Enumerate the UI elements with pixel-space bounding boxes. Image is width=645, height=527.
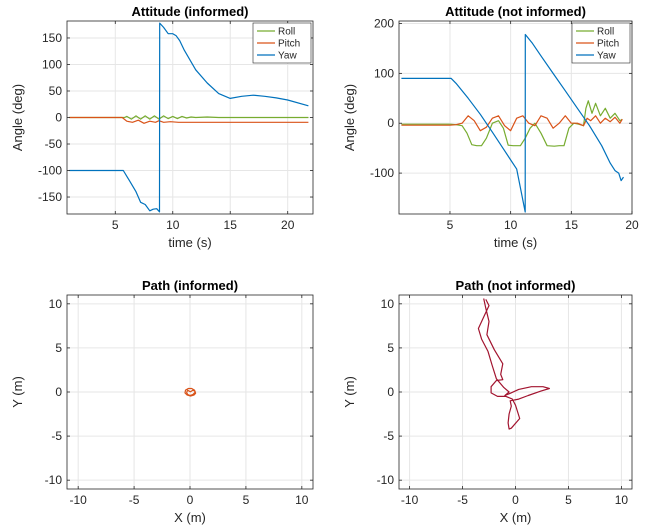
attitude-not-informed-ylabel: Angle (deg): [342, 84, 357, 151]
attitude-not-informed-title: Attitude (not informed): [445, 4, 586, 19]
path-not-informed-ytick-label: 10: [381, 297, 395, 311]
attitude-informed-ylabel: Angle (deg): [10, 84, 25, 151]
attitude-informed-xtick-label: 5: [112, 218, 119, 232]
path-informed-ytick-label: 0: [55, 385, 62, 399]
attitude-not-informed-ytick-label: 0: [387, 116, 394, 130]
path-informed-title: Path (informed): [142, 278, 238, 293]
attitude-not-informed-axes-box: [398, 20, 633, 215]
attitude-informed-chart: 5 10 15 20 -150 -100 -50 0 50 100 150 Attitude (inf…: [10, 4, 314, 250]
path-not-informed-xtick-label: 0: [512, 493, 519, 507]
attitude-informed-xtick-label: 20: [281, 218, 295, 232]
path-not-informed-ytick-label: 0: [387, 385, 394, 399]
attitude-informed-legend-label-pitch: Pitch: [278, 39, 300, 50]
path-not-informed-xlabel: X (m): [500, 510, 532, 525]
path-informed-xlabel: X (m): [174, 510, 206, 525]
attitude-informed-xlabel: time (s): [168, 235, 211, 250]
attitude-informed-ytick-label: 0: [55, 111, 62, 125]
path-not-informed-xtick-label: -10: [401, 493, 419, 507]
attitude-not-informed-xtick-label: 20: [625, 218, 639, 232]
path-not-informed-ytick-label: 5: [387, 341, 394, 355]
path-not-informed-ytick-label: -5: [383, 429, 394, 443]
attitude-not-informed-chart: 5 10 15 20 -100 0 100 200 Attitude (not informed…: [342, 4, 639, 250]
path-not-informed-xtick-label: 10: [615, 493, 629, 507]
attitude-not-informed-legend-label-yaw: Yaw: [597, 51, 616, 62]
attitude-informed-xtick-label: 10: [166, 218, 180, 232]
attitude-not-informed-ytick-label: -100: [370, 166, 394, 180]
path-not-informed-title: Path (not informed): [456, 278, 576, 293]
path-informed-xtick-label: 10: [295, 493, 309, 507]
attitude-informed-ytick-label: 50: [49, 84, 63, 98]
attitude-not-informed-series-roll-line: [401, 100, 623, 147]
attitude-informed-series-yaw-line: [69, 22, 309, 213]
path-informed-chart: -10 -5 0 5 10 -10 -5 0 5 10 Path (informed) X (m) Y …: [10, 278, 314, 525]
path-informed-ytick-label: 5: [55, 341, 62, 355]
attitude-informed-ytick-label: 150: [42, 31, 62, 45]
path-not-informed-xtick-label: 5: [565, 493, 572, 507]
path-informed-ylabel: Y (m): [10, 376, 25, 408]
attitude-not-informed-legend-label-roll: Roll: [597, 27, 614, 38]
path-informed-ytick-label: -10: [45, 473, 63, 487]
attitude-informed-legend-label-yaw: Yaw: [278, 51, 297, 62]
path-informed-ytick-label: 10: [49, 297, 63, 311]
path-not-informed-ylabel: Y (m): [342, 376, 357, 408]
path-not-informed-chart: -10 -5 0 5 10 -10 -5 0 5 10 Path (not informed) X (…: [342, 278, 633, 525]
attitude-informed-ytick-label: -50: [45, 137, 63, 151]
path-informed-xtick-label: 5: [243, 493, 250, 507]
attitude-not-informed-series-pitch-line: [401, 115, 623, 132]
path-not-informed-series-trajectory-line: [477, 298, 550, 430]
attitude-not-informed-xtick-label: 10: [504, 218, 518, 232]
attitude-not-informed-xtick-label: 5: [447, 218, 454, 232]
attitude-not-informed-series-yaw-line: [401, 33, 624, 213]
path-informed-xtick-label: -10: [70, 493, 88, 507]
attitude-informed-ytick-label: -150: [38, 190, 62, 204]
attitude-not-informed-ytick-label: 100: [374, 66, 394, 80]
attitude-informed-series-pitch-line: [69, 116, 309, 124]
path-informed-series-trajectory-line: [184, 387, 197, 397]
path-informed-xtick-label: -5: [129, 493, 140, 507]
path-informed-ytick-label: -5: [51, 429, 62, 443]
attitude-informed-legend-label-roll: Roll: [278, 27, 295, 38]
attitude-not-informed-legend-label-pitch: Pitch: [597, 39, 619, 50]
path-not-informed-ytick-label: -10: [377, 473, 395, 487]
path-informed-xtick-label: 0: [187, 493, 194, 507]
attitude-not-informed-ytick-label: 200: [374, 16, 394, 30]
attitude-informed-ytick-label: 100: [42, 57, 62, 71]
attitude-informed-title: Attitude (informed): [132, 4, 249, 19]
attitude-not-informed-xlabel: time (s): [494, 235, 537, 250]
attitude-not-informed-xtick-label: 15: [565, 218, 579, 232]
attitude-informed-series-roll-line: [69, 115, 309, 120]
path-not-informed-xtick-label: -5: [457, 493, 468, 507]
attitude-informed-ytick-label: -100: [38, 164, 62, 178]
attitude-informed-xtick-label: 15: [224, 218, 238, 232]
